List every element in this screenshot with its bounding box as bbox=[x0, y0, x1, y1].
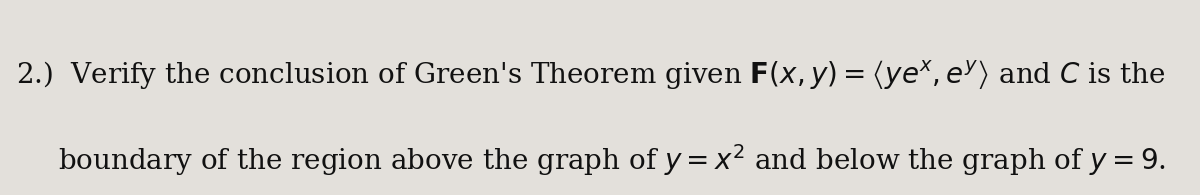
Text: boundary of the region above the graph of $y = x^2$ and below the graph of $y = : boundary of the region above the graph o… bbox=[58, 142, 1165, 178]
Text: 2.)  Verify the conclusion of Green's Theorem given $\mathbf{F}(x,y) = \left\lan: 2.) Verify the conclusion of Green's The… bbox=[16, 58, 1165, 91]
